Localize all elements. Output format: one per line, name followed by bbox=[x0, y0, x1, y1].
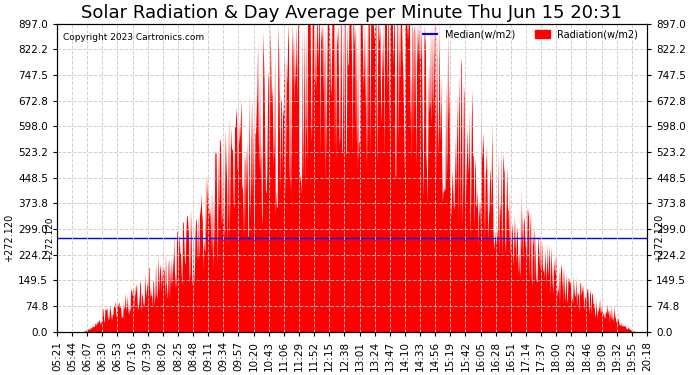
Title: Solar Radiation & Day Average per Minute Thu Jun 15 20:31: Solar Radiation & Day Average per Minute… bbox=[81, 4, 622, 22]
Text: +272.120: +272.120 bbox=[654, 214, 664, 262]
Text: Copyright 2023 Cartronics.com: Copyright 2023 Cartronics.com bbox=[63, 33, 204, 42]
Text: +272.120: +272.120 bbox=[45, 216, 55, 261]
Text: +272.120: +272.120 bbox=[4, 214, 14, 262]
Legend: Median(w/m2), Radiation(w/m2): Median(w/m2), Radiation(w/m2) bbox=[419, 26, 642, 43]
